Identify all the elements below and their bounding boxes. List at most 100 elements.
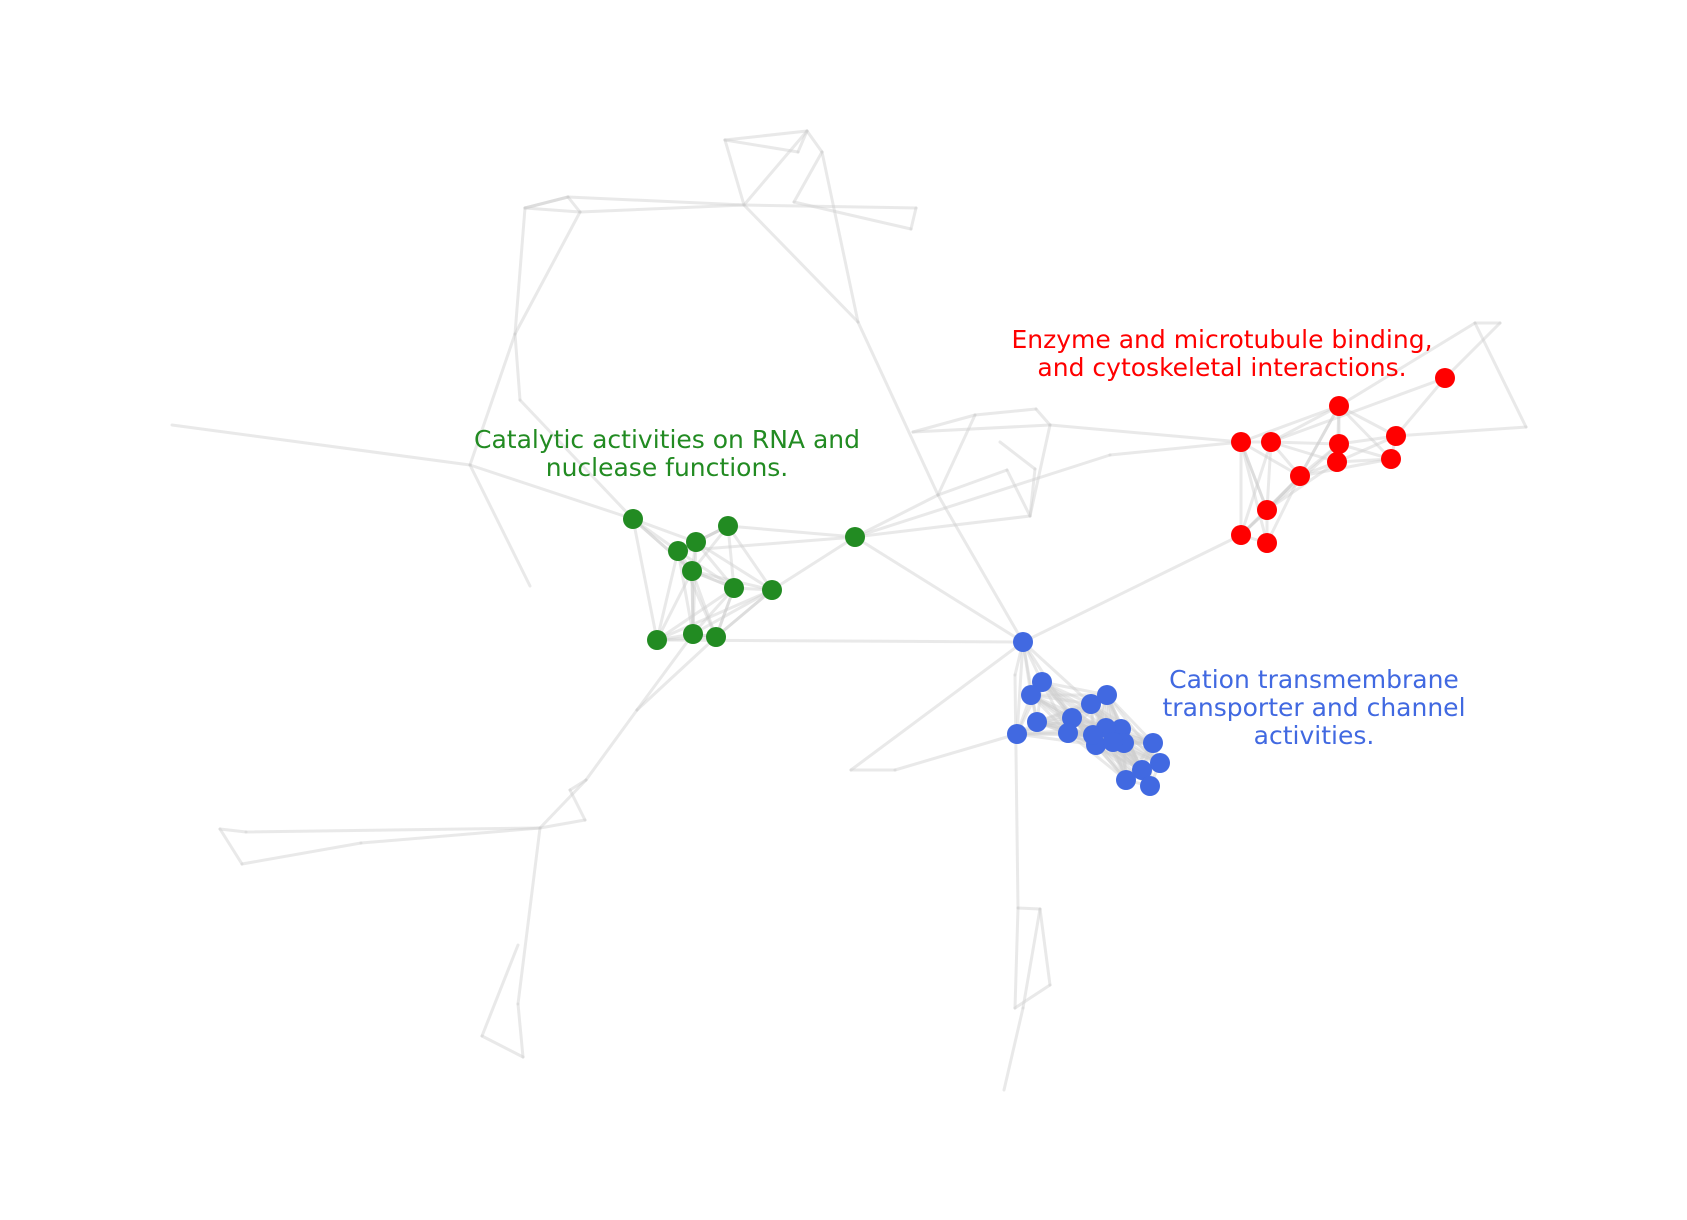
- network-edge: [468, 332, 517, 467]
- network-edge: [631, 517, 659, 642]
- network-edge: [911, 413, 977, 434]
- node-green: [845, 527, 865, 547]
- network-edge: [1040, 680, 1109, 697]
- node-blue: [1140, 776, 1160, 796]
- cluster-label-line: Catalytic activities on RNA and: [474, 425, 860, 454]
- network-edge: [1239, 440, 1269, 512]
- network-edge: [480, 1034, 525, 1059]
- network-edge: [936, 413, 977, 497]
- network-edge: [856, 320, 940, 497]
- cluster-label-blue: Cation transmembrane transporter and cha…: [1162, 666, 1465, 750]
- network-edge: [691, 540, 698, 636]
- network-edge: [792, 150, 824, 204]
- network-edge: [584, 708, 639, 782]
- network-edge: [655, 549, 680, 642]
- network-edge: [1269, 376, 1447, 444]
- network-edge: [1015, 732, 1095, 737]
- network-edge: [1013, 983, 1052, 1010]
- network-edge: [1239, 442, 1341, 537]
- node-red: [1290, 466, 1310, 486]
- cluster-label-line: Enzyme and microtubule binding,: [1011, 325, 1433, 354]
- network-edge: [513, 332, 522, 402]
- network-edge: [694, 540, 774, 592]
- network-edge: [676, 549, 736, 590]
- network-edge: [742, 203, 918, 210]
- network-edge: [568, 778, 588, 792]
- network-edge: [631, 517, 694, 573]
- network-edge: [1005, 468, 1032, 518]
- network-edge: [893, 732, 1019, 772]
- node-green: [762, 580, 782, 600]
- network-edge: [631, 517, 694, 573]
- node-red: [1257, 500, 1277, 520]
- network-edge: [690, 569, 718, 639]
- network-edge: [566, 195, 582, 214]
- network-edge: [218, 827, 244, 866]
- node-red: [1327, 452, 1347, 472]
- network-edge: [742, 203, 860, 324]
- network-edge: [770, 535, 857, 592]
- cluster-label-red: Enzyme and microtubule binding, and cyto…: [1011, 326, 1432, 382]
- network-edge: [1265, 440, 1273, 512]
- network-edge: [726, 524, 736, 590]
- node-red: [1329, 434, 1349, 454]
- network-edge: [1269, 440, 1341, 446]
- edge-layer: [170, 129, 1528, 1092]
- node-blue: [1021, 685, 1041, 705]
- network-edge: [468, 463, 635, 521]
- network-edge: [240, 841, 363, 866]
- network-edge: [1015, 702, 1093, 736]
- network-edge: [1015, 640, 1025, 736]
- node-blue: [1097, 685, 1117, 705]
- network-edge: [726, 524, 774, 592]
- network-edge: [853, 453, 1112, 539]
- network-edge: [1337, 321, 1477, 408]
- network-edge: [849, 640, 1025, 772]
- network-edge: [1337, 404, 1398, 438]
- network-edge: [655, 569, 694, 642]
- node-blue: [1143, 733, 1163, 753]
- network-edge: [909, 206, 918, 231]
- network-edge: [690, 569, 695, 636]
- network-edge: [1337, 404, 1393, 461]
- cluster-label-line: nuclease functions.: [545, 453, 789, 482]
- network-edge: [516, 826, 542, 1006]
- network-edge: [1015, 732, 1098, 747]
- network-edge: [723, 129, 809, 142]
- network-edge: [1239, 440, 1302, 478]
- cluster-label-line: activities.: [1253, 721, 1375, 750]
- network-edge: [1239, 440, 1269, 512]
- network-edge: [1105, 693, 1155, 745]
- node-blue: [1062, 708, 1082, 728]
- network-edge: [635, 635, 718, 712]
- node-green: [668, 541, 688, 561]
- network-edge: [1394, 376, 1447, 438]
- network-edge: [1040, 680, 1095, 737]
- network-edge: [998, 440, 1037, 471]
- network-edge: [655, 588, 774, 642]
- network-edge: [1394, 425, 1528, 438]
- network-edge: [1298, 404, 1341, 478]
- network-edge: [853, 535, 1025, 644]
- network-edge: [523, 195, 570, 210]
- network-edge: [359, 826, 542, 845]
- network-edge: [170, 423, 472, 467]
- network-edge: [1028, 423, 1052, 518]
- network-edge: [1239, 404, 1341, 444]
- network-edge: [538, 778, 588, 830]
- network-edge: [820, 150, 860, 324]
- network-edge: [1298, 457, 1393, 478]
- node-green: [686, 532, 706, 552]
- network-edge: [1021, 640, 1039, 724]
- cluster-label-green: Catalytic activities on RNA and nuclease…: [474, 426, 860, 482]
- network-edge: [714, 588, 774, 639]
- node-red: [1381, 449, 1401, 469]
- network-edge: [1013, 906, 1020, 1010]
- cluster-label-line: and cytoskeletal interactions.: [1037, 353, 1407, 382]
- network-edge: [631, 517, 698, 544]
- cluster-label-line: transporter and channel: [1162, 693, 1466, 722]
- network-edge: [523, 195, 570, 210]
- network-edge: [513, 210, 582, 336]
- network-edge: [911, 423, 1052, 434]
